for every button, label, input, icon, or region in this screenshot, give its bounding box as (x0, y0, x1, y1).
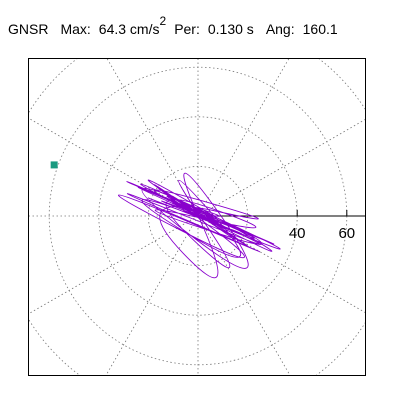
radial-tick-label: 40 (289, 225, 306, 242)
grid-spoke (197, 59, 290, 217)
angle-label: Ang: (265, 20, 295, 37)
chart-header: GNSR Max: 64.3 cm/s2 Per: 0.130 s Ang: 160.1 (8, 14, 338, 39)
grid-spoke (197, 119, 365, 217)
motion-trace-layer (118, 172, 281, 279)
peak-marker-layer (50, 161, 58, 169)
station-code: GNSR (8, 20, 49, 37)
max-label: Max: (60, 20, 91, 37)
max-unit-exponent: 2 (159, 14, 167, 28)
radial-axis: 40 60 (198, 210, 365, 242)
period-label: Per: (174, 20, 200, 37)
period-value: 0.130 s (207, 20, 254, 37)
peak-marker (50, 161, 58, 169)
plot-frame (28, 58, 366, 376)
grid-spoke (105, 215, 199, 375)
motion-trace (118, 172, 281, 279)
angle-value: 160.1 (302, 20, 338, 37)
max-value: 64.3 cm/s (98, 20, 160, 37)
grid-spoke (29, 215, 199, 315)
radial-tick-label: 60 (338, 225, 355, 242)
grid-spoke (197, 215, 291, 375)
